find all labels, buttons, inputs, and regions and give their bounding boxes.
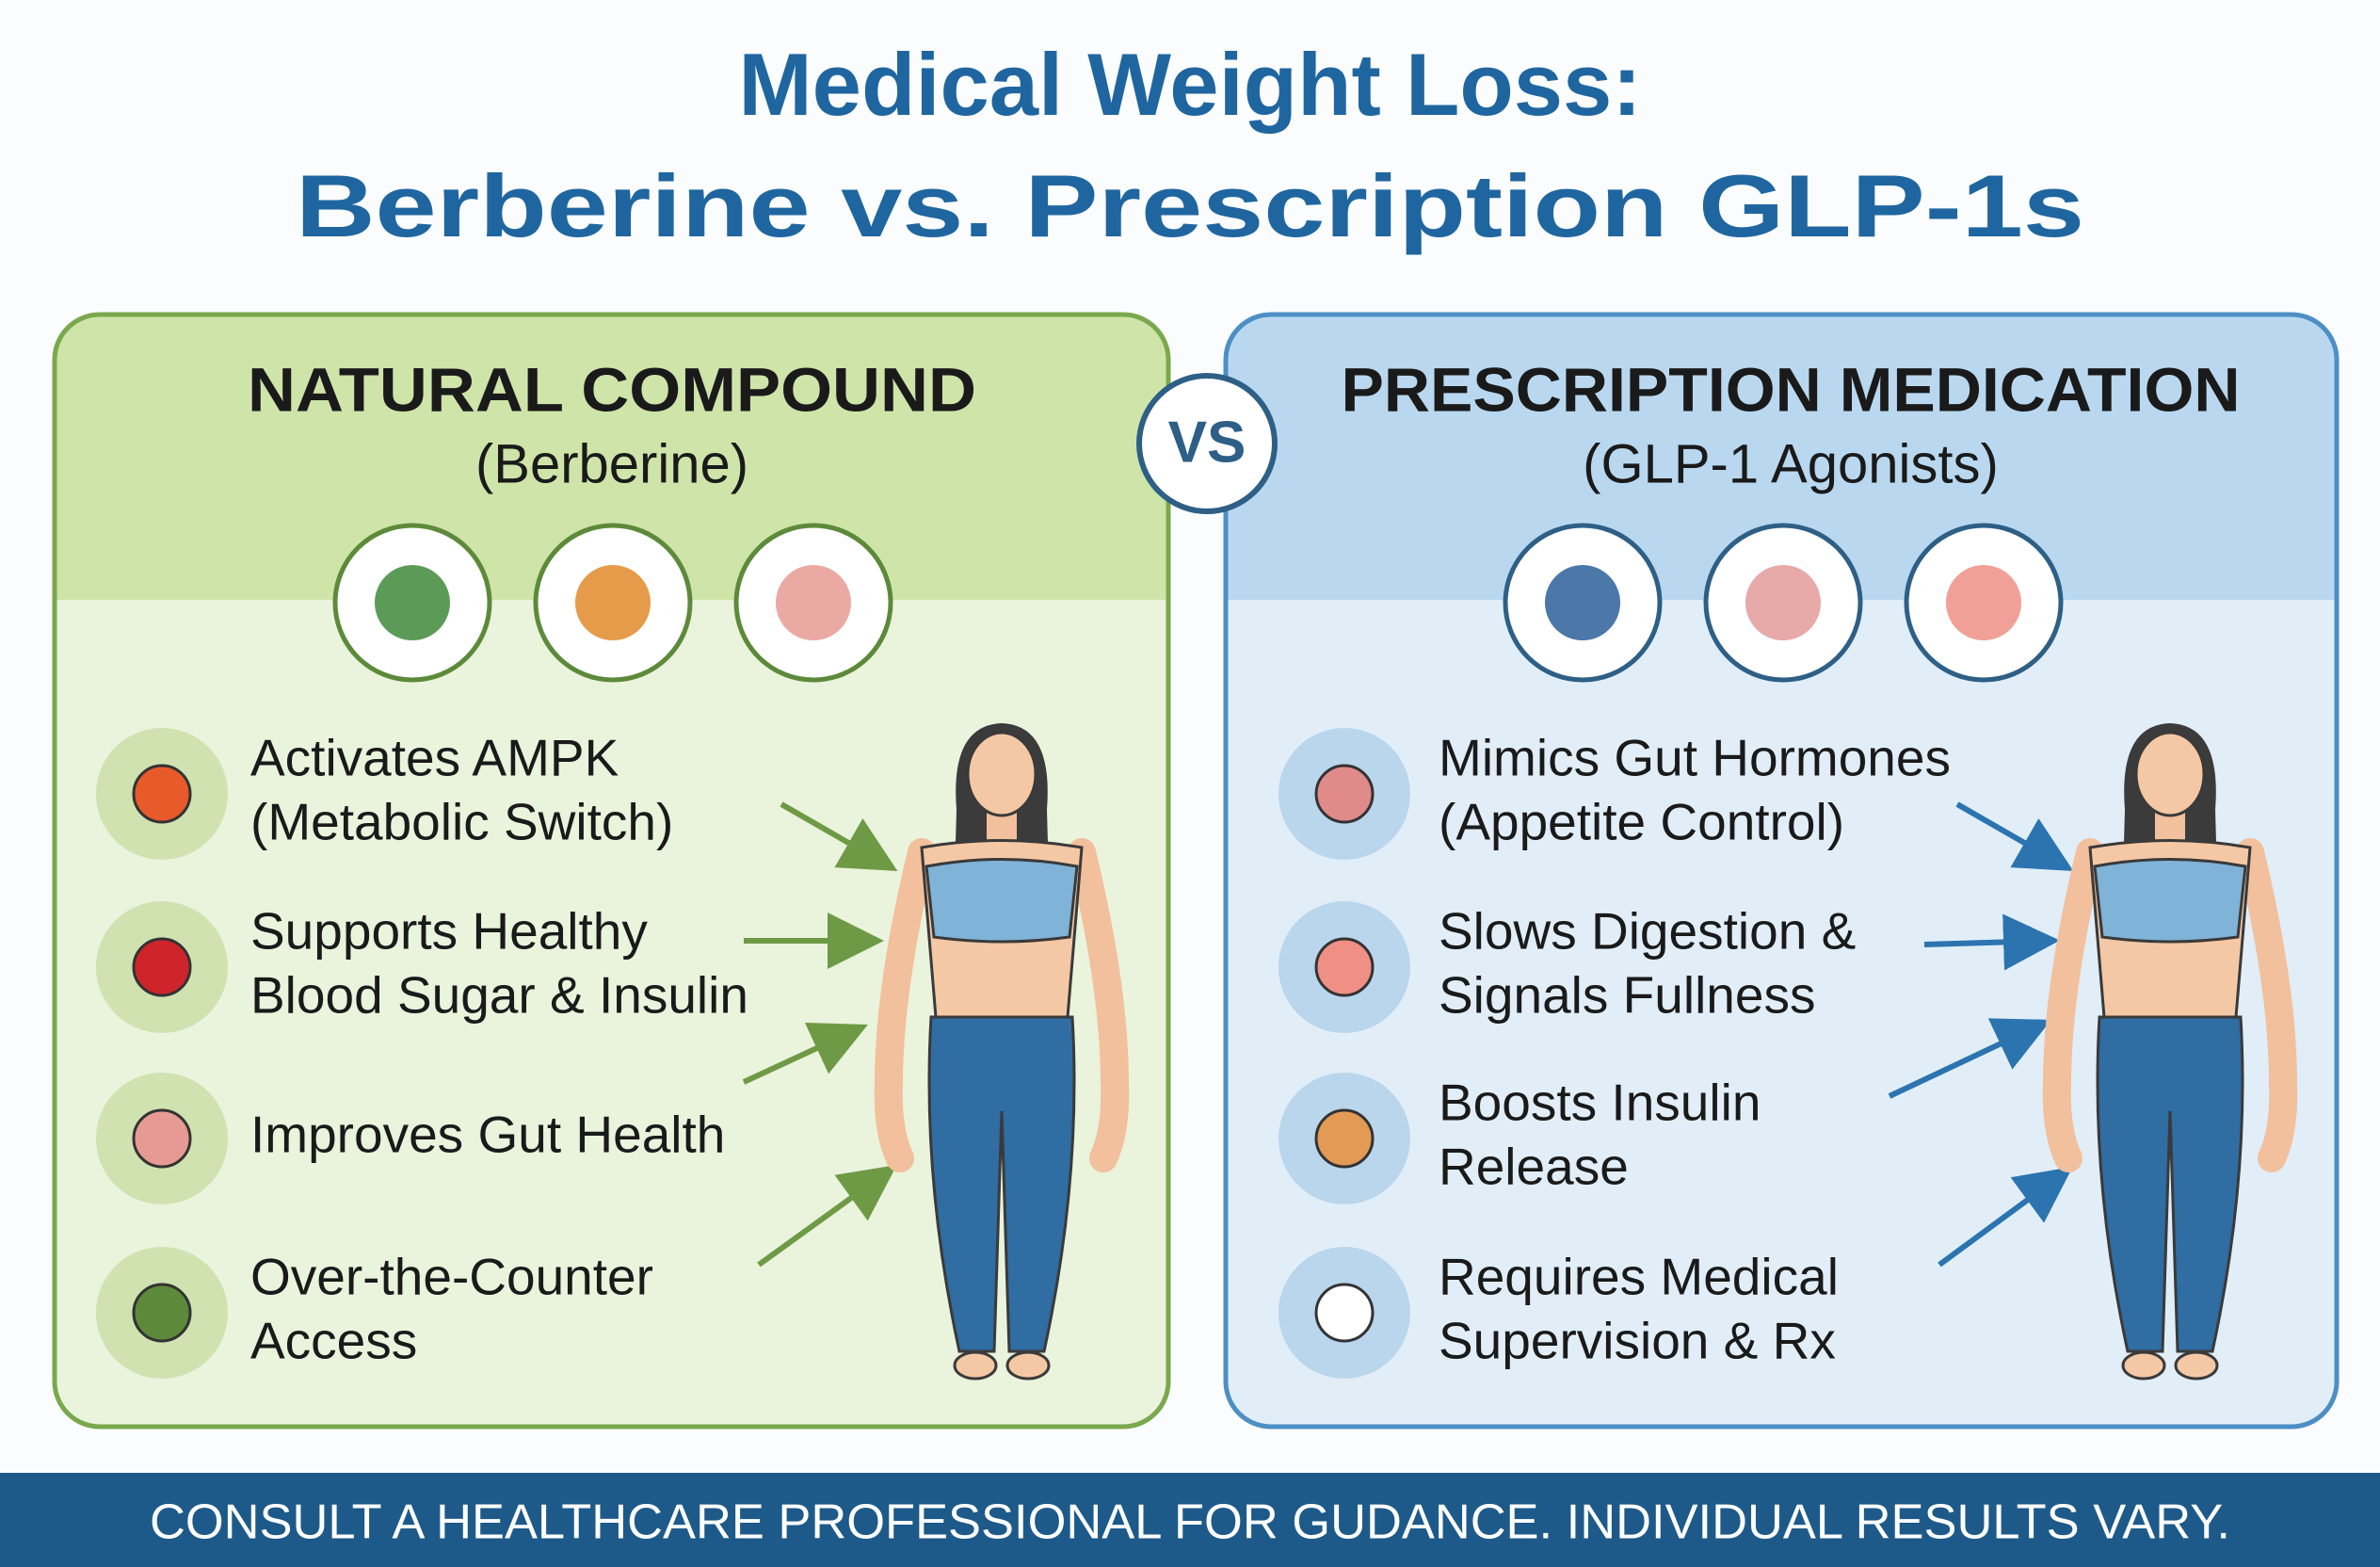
item-text: Blood Sugar & Insulin [250,966,748,1025]
arrow [1938,1166,2073,1268]
item-text: (Metabolic Switch) [250,793,673,851]
item-text: (Appetite Control) [1439,793,1844,851]
pants [927,1015,1076,1353]
arm [874,838,936,1172]
pants [2096,1015,2244,1353]
title-line: Berberine vs. Prescription GLP-1s [296,156,2084,255]
foot [2121,1350,2166,1381]
item-text: Requires Medical [1439,1248,1839,1306]
item-text: Activates AMPK [250,729,619,787]
foot [1005,1350,1051,1381]
figure [874,723,1130,1381]
panel-subheading: (Berberine) [475,433,748,494]
item-text: Access [250,1312,417,1370]
footer-text: CONSULT A HEALTHCARE PROFESSIONAL FOR GU… [150,1495,2230,1550]
item-text: Supervision & Rx [1439,1312,1836,1370]
footer-bar [0,1473,2380,1567]
figure [2042,723,2298,1381]
title-line: Medical Weight Loss: [738,35,1641,134]
arrow [742,1022,868,1085]
icon-glyph [375,565,450,640]
arrow [1923,913,2060,971]
arrow [780,801,898,871]
icon-glyph [1545,565,1620,640]
item-glyph [1314,1283,1375,1343]
arrow [757,1164,897,1268]
item-text: Mimics Gut Hormones [1439,729,1951,787]
item-glyph [132,764,192,824]
item-text: Signals Fullness [1439,966,1815,1025]
vs-label: VS [1168,410,1246,475]
item-glyph [1314,937,1375,997]
icon-glyph [1745,565,1821,640]
item-text: Over-the-Counter [250,1248,653,1306]
item-text: Boosts Insulin [1439,1074,1761,1132]
item-text: Improves Gut Health [250,1106,725,1164]
arm [2042,838,2104,1172]
icon-glyph [776,565,851,640]
icon-glyph [1946,565,2021,640]
arrow [1888,1018,2051,1099]
item-text: Slows Digestion & [1439,902,1856,961]
item-text: Release [1439,1138,1629,1196]
icon-glyph [575,565,651,640]
panel-heading: PRESCRIPTION MEDICATION [1342,354,2241,424]
item-text: Supports Healthy [250,902,648,961]
item-glyph [132,1283,192,1343]
item-glyph [1314,1108,1375,1169]
arm [1068,838,1130,1172]
item-glyph [132,1108,192,1169]
item-glyph [132,937,192,997]
panel-subheading: (GLP-1 Agonists) [1583,433,1999,494]
vs-badge [1136,373,1278,514]
top [2093,858,2247,944]
head [2134,731,2206,817]
panel-content: NATURAL COMPOUND (Berberine) Activates AMP… [96,354,2298,1381]
top [925,858,1079,944]
foot [953,1350,998,1381]
item-glyph [1314,764,1375,824]
panel-border [52,312,1171,1430]
arrow [1955,801,2074,871]
foot [2174,1350,2219,1381]
arm [2236,838,2298,1172]
head [966,731,1037,817]
panel-heading: NATURAL COMPOUND [248,354,976,424]
panel-border [1223,312,2340,1430]
